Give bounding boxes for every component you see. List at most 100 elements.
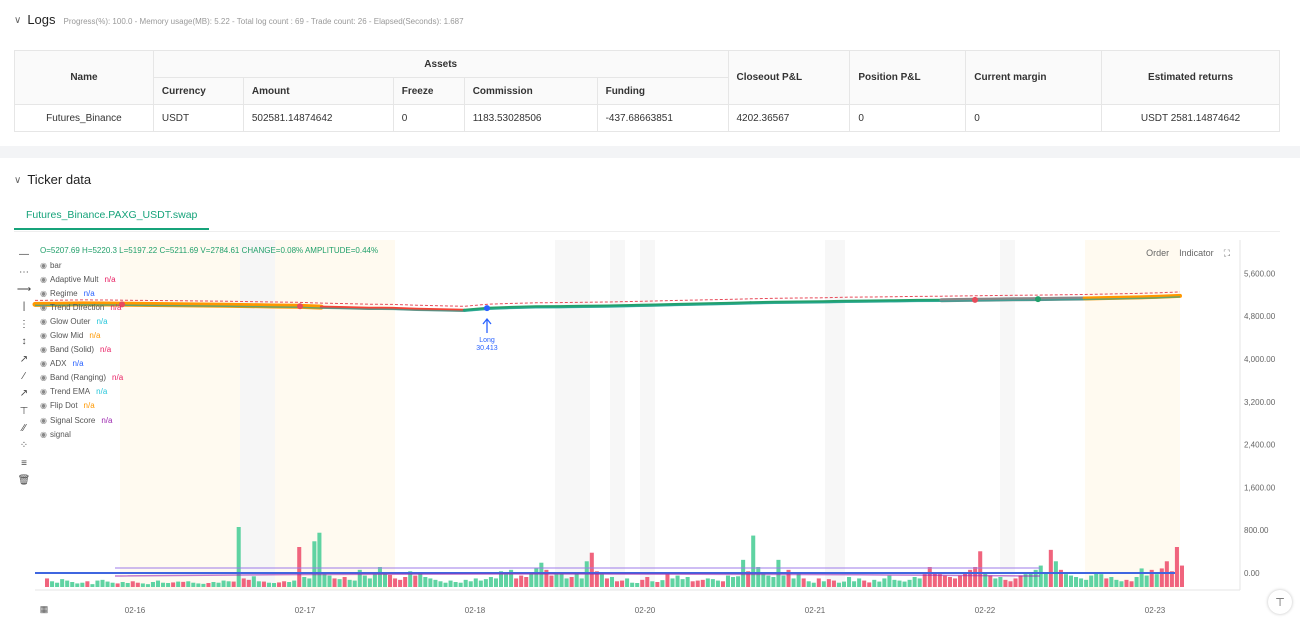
volume-bar: [196, 583, 201, 587]
eye-icon[interactable]: ◉: [40, 387, 47, 397]
legend-value: n/a: [72, 359, 84, 369]
legend-item[interactable]: ◉ Band (Solid) n/a: [40, 343, 378, 357]
eye-icon[interactable]: ◉: [40, 331, 47, 341]
volume-bar: [413, 575, 418, 587]
volume-bar: [645, 577, 650, 587]
horizontal-line-tool-icon[interactable]: —: [19, 249, 29, 261]
regime-band: [1000, 240, 1015, 590]
scroll-top-icon[interactable]: ⊤: [1268, 590, 1292, 614]
volume-bar: [655, 582, 660, 587]
volume-bar: [968, 569, 973, 587]
fib-tool-icon[interactable]: ⁘: [19, 440, 29, 452]
volume-bar: [504, 574, 509, 587]
volume-bar: [942, 575, 947, 587]
horizontal-ray-tool-icon[interactable]: ⋯: [19, 266, 29, 278]
legend-item[interactable]: ◉ Glow Mid n/a: [40, 328, 378, 342]
eye-icon[interactable]: ◉: [40, 288, 47, 298]
trend-band-line: [939, 296, 1087, 303]
col-returns: Estimated returns: [1101, 50, 1280, 105]
price-chart[interactable]: 5,600.00 4,800.00 4,000.00 3,200.00 2,400.00…: [0, 240, 1300, 637]
volume-bar: [761, 574, 766, 587]
price-line-tool-icon[interactable]: ⊤: [19, 405, 29, 417]
col-name: Name: [14, 50, 154, 105]
legend-item[interactable]: ◉ signal: [40, 427, 378, 441]
eye-icon[interactable]: ◉: [40, 359, 47, 369]
fullscreen-icon[interactable]: ⛶: [1223, 248, 1230, 258]
volume-bar: [1003, 579, 1008, 587]
trash-icon[interactable]: 🗑: [17, 475, 31, 487]
order-button[interactable]: Order: [1146, 248, 1170, 258]
volume-bar: [882, 578, 887, 587]
legend-item[interactable]: ◉ Adaptive Mult n/a: [40, 272, 378, 286]
eye-icon[interactable]: ◉: [40, 274, 47, 284]
legend-item[interactable]: ◉ Glow Outer n/a: [40, 314, 378, 328]
price-range-tool-icon[interactable]: ↕: [21, 336, 27, 348]
eye-icon[interactable]: ◉: [40, 401, 47, 411]
eye-icon[interactable]: ◉: [40, 345, 47, 355]
legend-item[interactable]: ◉ Signal Score n/a: [40, 413, 378, 427]
eye-icon[interactable]: ◉: [40, 429, 47, 439]
legend-value: n/a: [104, 274, 116, 284]
volume-bar: [453, 582, 458, 587]
eye-icon[interactable]: ◉: [40, 373, 47, 383]
volume-bar: [736, 576, 741, 587]
volume-bar: [221, 580, 226, 587]
volume-bar: [791, 578, 796, 587]
legend-item[interactable]: ◉ Trend EMA n/a: [40, 385, 378, 399]
volume-bar: [700, 579, 705, 587]
y-tick-label: 2,400.00: [1244, 441, 1276, 450]
col-assets: Assets: [152, 50, 729, 78]
volume-bar: [75, 583, 80, 587]
legend-item[interactable]: ◉ Flip Dot n/a: [40, 399, 378, 413]
vertical-line-tool-icon[interactable]: |: [22, 301, 26, 313]
volume-bar: [857, 578, 862, 587]
chevron-down-icon[interactable]: ∨: [14, 15, 22, 26]
chevron-down-icon[interactable]: ∨: [14, 175, 22, 186]
volume-bar: [266, 582, 271, 587]
parallel-channel-tool-icon[interactable]: ∕∕: [22, 423, 26, 435]
legend-item[interactable]: ◉ Band (Ranging) n/a: [40, 371, 378, 385]
trend-line-tool-icon[interactable]: ⟶: [16, 283, 32, 295]
volume-bar: [312, 541, 317, 587]
cell-freeze: 0: [392, 104, 465, 132]
legend-name: Glow Mid: [49, 331, 84, 341]
volume-bar: [897, 580, 902, 587]
volume-bar: [826, 579, 831, 587]
legend-item[interactable]: ◉ Regime n/a: [40, 286, 378, 300]
ray-tool-icon[interactable]: ↗: [19, 353, 29, 365]
volume-bar: [912, 577, 917, 587]
y-tick-label: 4,800.00: [1244, 312, 1276, 321]
volume-bar: [1013, 578, 1018, 587]
legend-name: ADX: [49, 359, 67, 369]
eye-icon[interactable]: ◉: [40, 316, 47, 326]
volume-bar: [352, 580, 357, 587]
volume-bar: [115, 583, 120, 587]
fib-levels-tool-icon[interactable]: ≡: [21, 457, 27, 469]
volume-bar: [574, 573, 579, 587]
eye-icon[interactable]: ◉: [40, 302, 47, 312]
arrow-tool-icon[interactable]: ↗: [19, 388, 29, 400]
legend-item[interactable]: ◉ Trend Direction n/a: [40, 300, 378, 314]
legend-name: Glow Outer: [49, 316, 91, 326]
indicator-button[interactable]: Indicator: [1179, 248, 1214, 258]
volume-bar: [887, 575, 892, 587]
ticker-header[interactable]: ∨ Ticker data: [14, 172, 91, 187]
segment-tool-icon[interactable]: ∕: [23, 370, 25, 382]
logs-header[interactable]: ∨ Logs Progress(%): 100.0 - Memory usage…: [14, 12, 464, 27]
volume-bar: [1104, 578, 1109, 587]
volume-bar: [569, 577, 574, 587]
legend-item[interactable]: ◉ bar: [40, 258, 378, 272]
volume-bar: [539, 562, 544, 587]
long-label: Long: [479, 337, 495, 344]
volume-bar: [609, 577, 614, 587]
volume-bar: [604, 578, 609, 587]
legend-item[interactable]: ◉ ADX n/a: [40, 357, 378, 371]
ticker-title: Ticker data: [27, 172, 92, 187]
volume-bar: [947, 577, 952, 587]
volume-bar: [1008, 581, 1013, 587]
volume-bar: [952, 578, 958, 587]
tab-paxg-usdt[interactable]: Futures_Binance.PAXG_USDT.swap: [14, 200, 210, 230]
eye-icon[interactable]: ◉: [40, 260, 47, 270]
vertical-segment-tool-icon[interactable]: ⋮: [19, 318, 29, 330]
eye-icon[interactable]: ◉: [40, 415, 47, 425]
